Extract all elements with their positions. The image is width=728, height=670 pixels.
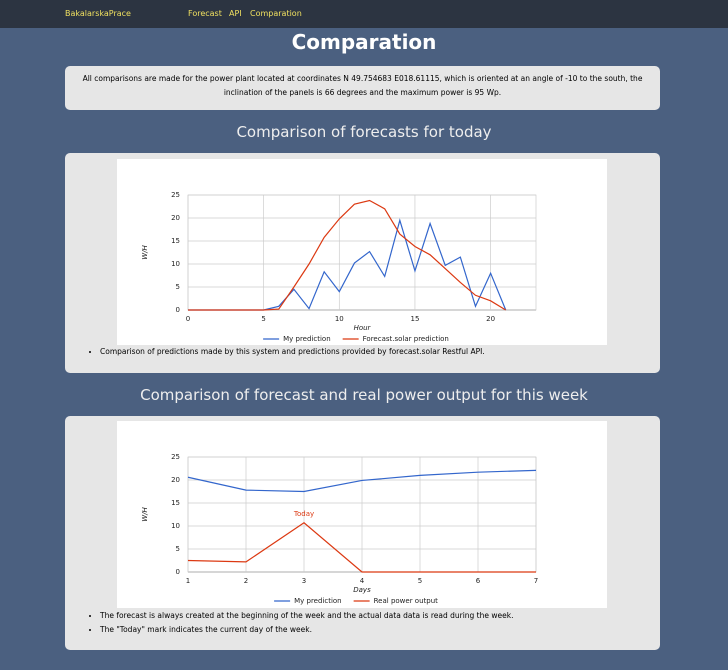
card: 0 5 10 15 20 25 1 2 3 4 5 6 7 Days W/H Today My predicti… [65, 416, 660, 650]
y-tick-label: 10 [171, 522, 180, 530]
y-tick-label: 15 [171, 499, 180, 507]
x-tick-label: 3 [302, 577, 306, 585]
legend-label: Forecast.solar prediction [363, 335, 449, 343]
x-tick-label: 10 [335, 315, 344, 323]
legend-label: My prediction [283, 335, 331, 343]
note: The "Today" mark indicates the current d… [100, 623, 513, 637]
note: Comparison of predictions made by this s… [100, 345, 485, 359]
x-tick-label: 5 [418, 577, 422, 585]
x-tick-label: 2 [244, 577, 248, 585]
y-tick-label: 20 [171, 476, 180, 484]
x-tick-label: 4 [360, 577, 365, 585]
plot-border [187, 194, 537, 311]
chart: 0 5 10 15 20 25 1 2 3 4 5 6 7 Days W/H Today My predicti… [117, 421, 607, 608]
y-tick-label: 20 [171, 214, 180, 222]
section-heading: Comparison of forecast and real power ou… [140, 386, 588, 404]
brand[interactable]: BakalarskaPrace [65, 9, 131, 18]
x-axis-label: Hour [354, 324, 372, 332]
x-tick-label: 5 [261, 315, 265, 323]
series-line [188, 199, 507, 311]
y-tick-label: 25 [171, 453, 180, 461]
y-axis-label: W/H [141, 506, 149, 521]
annotation: Today [293, 510, 314, 518]
page-title: Comparation [291, 30, 437, 54]
nav-link[interactable]: API [229, 9, 242, 18]
y-tick-label: 10 [171, 260, 180, 268]
info-box: All comparisons are made for the power p… [65, 66, 660, 110]
y-tick-label: 5 [176, 545, 180, 553]
nav-link[interactable]: Comparation [250, 9, 302, 18]
x-axis-label: Days [353, 586, 371, 594]
y-tick-label: 0 [176, 306, 180, 314]
nav-link[interactable]: Forecast [188, 9, 222, 18]
legend-label: Real power output [374, 597, 439, 605]
series-line [187, 522, 536, 573]
y-tick-label: 0 [176, 568, 180, 576]
legend-label: My prediction [294, 597, 342, 605]
x-tick-label: 20 [486, 315, 495, 323]
note: The forecast is always created at the be… [100, 609, 513, 623]
y-tick-label: 25 [171, 191, 180, 199]
x-tick-label: 0 [186, 315, 190, 323]
x-tick-label: 6 [476, 577, 481, 585]
navbar: BakalarskaPrace Forecast API Comparation [0, 0, 728, 28]
section-heading: Comparison of forecasts for today [236, 123, 492, 141]
chart: 0 5 10 15 20 25 0 5 10 15 20 Hour W/H My prediction Fo… [117, 159, 607, 345]
notes: Comparison of predictions made by this s… [88, 345, 485, 359]
x-tick-label: 1 [186, 577, 190, 585]
series-line [188, 218, 507, 311]
x-tick-label: 15 [410, 315, 419, 323]
y-axis-label: W/H [141, 244, 149, 259]
x-tick-label: 7 [534, 577, 538, 585]
notes: The forecast is always created at the be… [88, 609, 513, 637]
y-tick-label: 15 [171, 237, 180, 245]
y-tick-label: 5 [176, 283, 180, 291]
card: 0 5 10 15 20 25 0 5 10 15 20 Hour W/H My prediction Fo… [65, 153, 660, 373]
series-line [187, 469, 537, 493]
